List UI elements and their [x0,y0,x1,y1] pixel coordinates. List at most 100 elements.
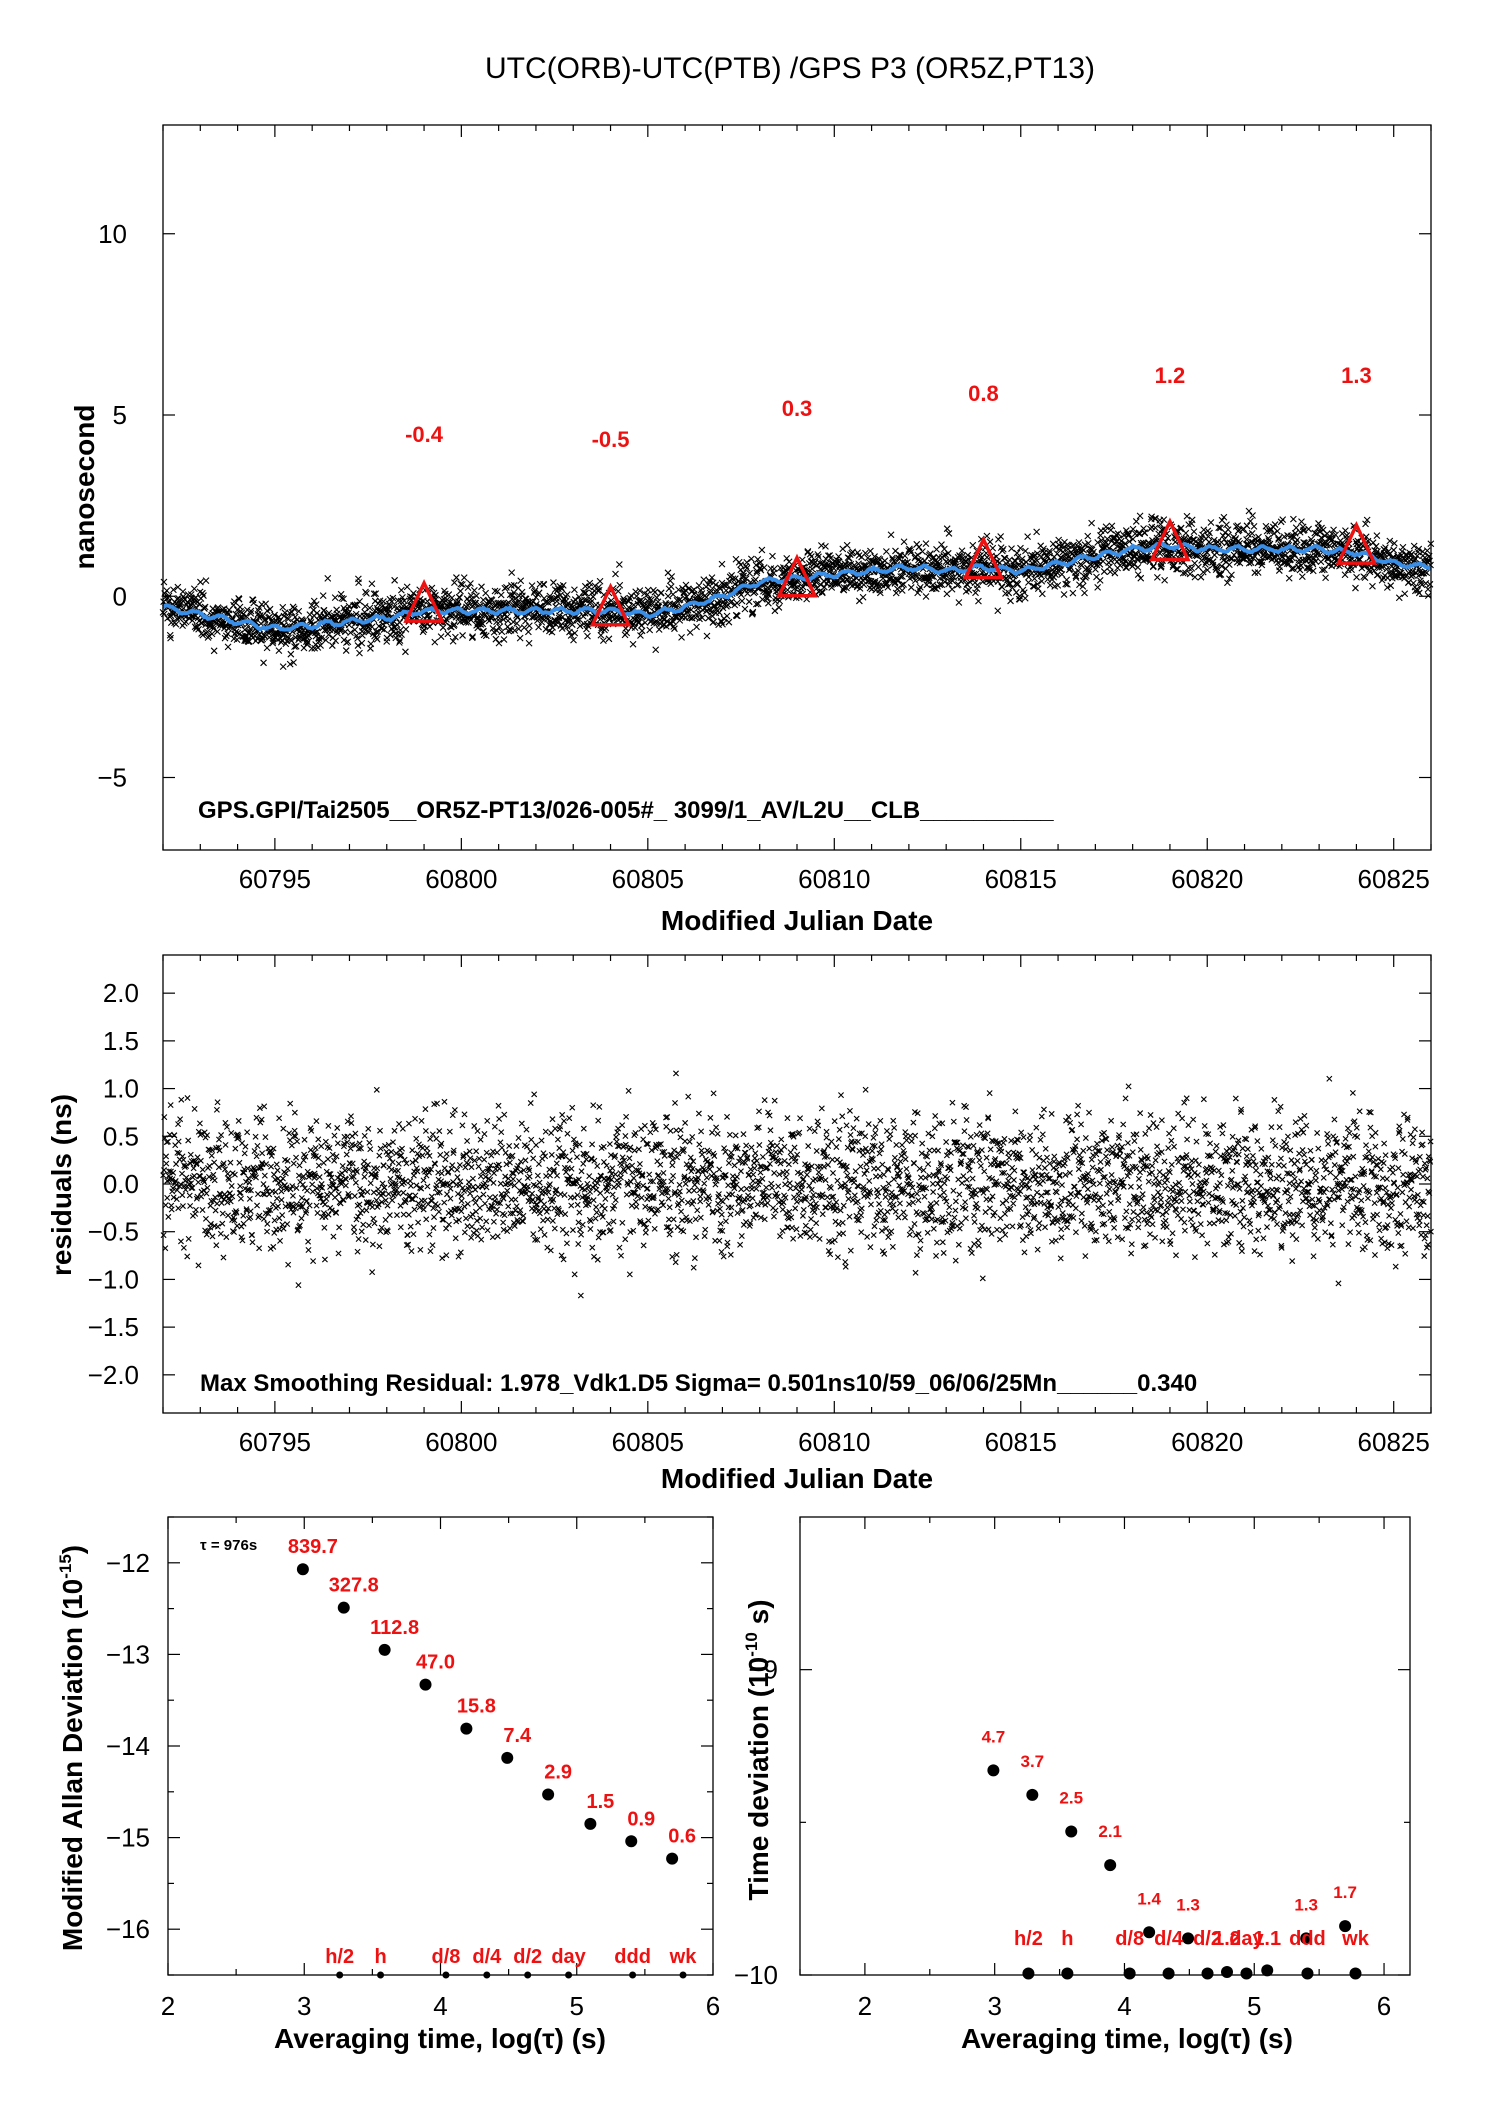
residual-point [596,1235,601,1240]
residual-point [704,1175,709,1180]
residual-point [614,1139,619,1144]
residual-point [668,1128,673,1133]
residual-point [702,1181,707,1186]
residual-point [632,1148,637,1153]
residual-point [502,1213,507,1218]
x-tick-label: 60820 [1171,864,1243,894]
residual-point [784,1169,789,1174]
time-offset-point [261,660,267,666]
time-offset-point [1082,590,1088,596]
time-offset-point [1061,592,1067,598]
residual-point [465,1138,470,1143]
time-offset-point [995,608,1001,614]
residual-point [528,1149,533,1154]
residual-point [248,1215,253,1220]
time-offset-point [357,598,363,604]
residual-point [268,1246,273,1251]
residual-point [516,1135,521,1140]
residual-point [618,1253,623,1258]
time-offset-point [658,590,664,596]
residual-point [280,1222,285,1227]
time-offset-point [748,556,754,562]
time-offset-point [761,565,767,571]
residual-point [495,1234,500,1239]
residual-point [430,1132,435,1137]
residual-point [678,1209,683,1214]
time-offset-point [784,555,790,561]
residual-point [401,1212,406,1217]
residual-point [698,1199,703,1204]
residual-point [624,1114,629,1119]
residual-point [493,1194,498,1199]
residual-point [396,1121,401,1126]
time-offset-point [1039,591,1045,597]
residual-point [192,1106,197,1111]
residual-point [437,1128,442,1133]
residual-point [249,1232,254,1237]
residual-point [714,1125,719,1130]
residual-point [624,1192,629,1197]
residual-point [642,1123,647,1128]
time-offset-point [893,590,899,596]
residual-point [357,1202,362,1207]
residual-point [455,1175,460,1180]
time-offset-point [946,530,952,536]
residual-point [186,1236,191,1241]
residual-point [476,1164,481,1169]
time-offset-point [333,638,339,644]
residual-point [745,1193,750,1198]
time-offset-point [677,617,683,623]
time-offset-point [168,620,174,626]
residual-point [274,1162,279,1167]
x-tick-label: 60800 [425,864,497,894]
residual-point [772,1170,777,1175]
residual-point [467,1149,472,1154]
residual-point [444,1253,449,1258]
residual-point [569,1203,574,1208]
residual-point [482,1157,487,1162]
residual-point [241,1221,246,1226]
residual-point [643,1230,648,1235]
residual-point [641,1243,646,1248]
residual-point [465,1201,470,1206]
residual-point [531,1156,536,1161]
residual-point [601,1144,606,1149]
x-tick-label: 60815 [985,864,1057,894]
residual-point [529,1137,534,1142]
time-offset-point [908,584,914,590]
residual-point [492,1124,497,1129]
residual-point [472,1123,477,1128]
time-offset-point [860,594,866,600]
time-offset-point [479,584,485,590]
time-offset-point [759,547,765,553]
daily-mean-label: -0.4 [405,422,444,447]
residual-point [760,1154,765,1159]
residual-point [352,1193,357,1198]
residual-point [336,1251,341,1256]
time-offset-point [899,588,905,594]
residual-point [528,1100,533,1105]
residual-point [316,1163,321,1168]
residual-point [424,1146,429,1151]
residual-point [361,1222,366,1227]
residual-point [281,1126,286,1131]
time-offset-point [197,579,203,585]
residual-point [344,1152,349,1157]
residual-point [173,1161,178,1166]
residual-point [280,1176,285,1181]
time-offset-point [617,582,623,588]
time-offset-point [461,575,467,581]
residual-point [620,1123,625,1128]
residual-point [186,1138,191,1143]
time-offset-point [786,559,792,565]
residual-point [474,1149,479,1154]
time-offset-point [694,624,700,630]
residual-point [442,1200,447,1205]
residual-point [750,1178,755,1183]
residual-point [475,1128,480,1133]
residual-point [569,1166,574,1171]
time-offset-point [612,571,618,577]
time-offset-point [1342,528,1348,534]
time-offset-point [1226,562,1232,568]
